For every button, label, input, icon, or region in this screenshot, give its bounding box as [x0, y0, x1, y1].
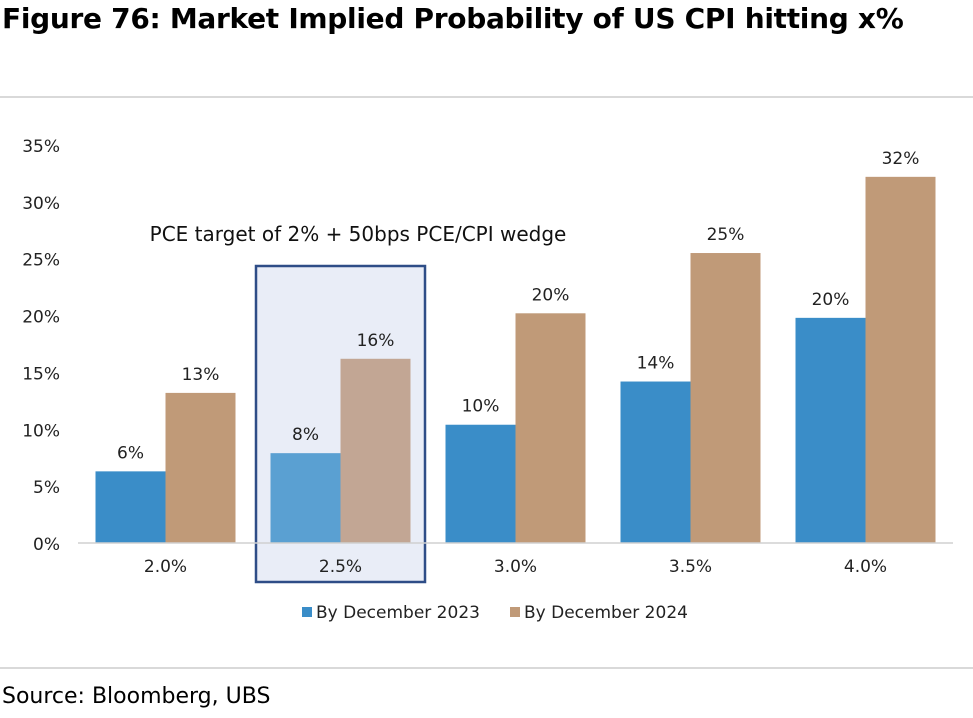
bottom-divider — [0, 667, 973, 669]
bar-dec-2024 — [690, 253, 761, 543]
data-label: 25% — [707, 225, 745, 245]
data-label: 20% — [532, 285, 570, 305]
data-label: 20% — [812, 290, 850, 310]
legend-swatch-dec-2023 — [302, 607, 312, 617]
x-tick-label: 2.0% — [144, 557, 187, 577]
bars — [95, 176, 936, 543]
y-tick-label: 15% — [22, 364, 60, 384]
bar-dec-2023 — [795, 317, 866, 543]
x-tick-label: 3.0% — [494, 557, 537, 577]
data-label: 10% — [462, 397, 500, 417]
x-axis-ticks: 2.0% 2.5% 3.0% 3.5% 4.0% — [144, 557, 887, 577]
legend: By December 2023 By December 2024 — [302, 603, 688, 623]
bar-dec-2023 — [445, 424, 516, 543]
bar-dec-2024 — [515, 313, 586, 543]
data-label: 16% — [357, 331, 395, 351]
data-label: 13% — [182, 365, 220, 385]
bar-dec-2023 — [620, 381, 691, 543]
bar-dec-2024 — [165, 392, 236, 543]
source-note: Source: Bloomberg, UBS — [2, 684, 271, 709]
bar-chart: 0% 5% 10% 15% 20% 25% 30% 35% 6% 13% 8% 16% 10% 20% 1… — [22, 137, 953, 623]
data-labels: 6% 13% 8% 16% 10% 20% 14% 25% 20% 32% — [117, 149, 919, 464]
y-tick-label: 25% — [22, 251, 60, 271]
legend-label-dec-2023: By December 2023 — [316, 603, 480, 623]
bar-dec-2023 — [95, 471, 166, 543]
y-tick-label: 10% — [22, 421, 60, 441]
y-tick-label: 35% — [22, 137, 60, 157]
bar-dec-2024 — [340, 358, 411, 543]
chart-title: Figure 76: Market Implied Probability of… — [2, 2, 904, 35]
y-tick-label: 0% — [33, 535, 60, 555]
x-tick-label: 2.5% — [319, 557, 362, 577]
data-label: 14% — [637, 354, 675, 374]
data-label: 8% — [292, 425, 319, 445]
y-tick-label: 30% — [22, 194, 60, 214]
bar-dec-2023 — [270, 453, 341, 543]
data-label: 6% — [117, 443, 144, 463]
y-tick-label: 20% — [22, 308, 60, 328]
legend-label-dec-2024: By December 2024 — [524, 603, 688, 623]
bar-dec-2024 — [865, 176, 936, 543]
data-label: 32% — [882, 149, 920, 169]
x-tick-label: 4.0% — [844, 557, 887, 577]
chart-annotation: PCE target of 2% + 50bps PCE/CPI wedge — [150, 222, 567, 246]
legend-swatch-dec-2024 — [510, 607, 520, 617]
x-tick-label: 3.5% — [669, 557, 712, 577]
y-tick-label: 5% — [33, 478, 60, 498]
y-axis-ticks: 0% 5% 10% 15% 20% 25% 30% 35% — [22, 137, 60, 555]
top-divider — [0, 96, 973, 98]
